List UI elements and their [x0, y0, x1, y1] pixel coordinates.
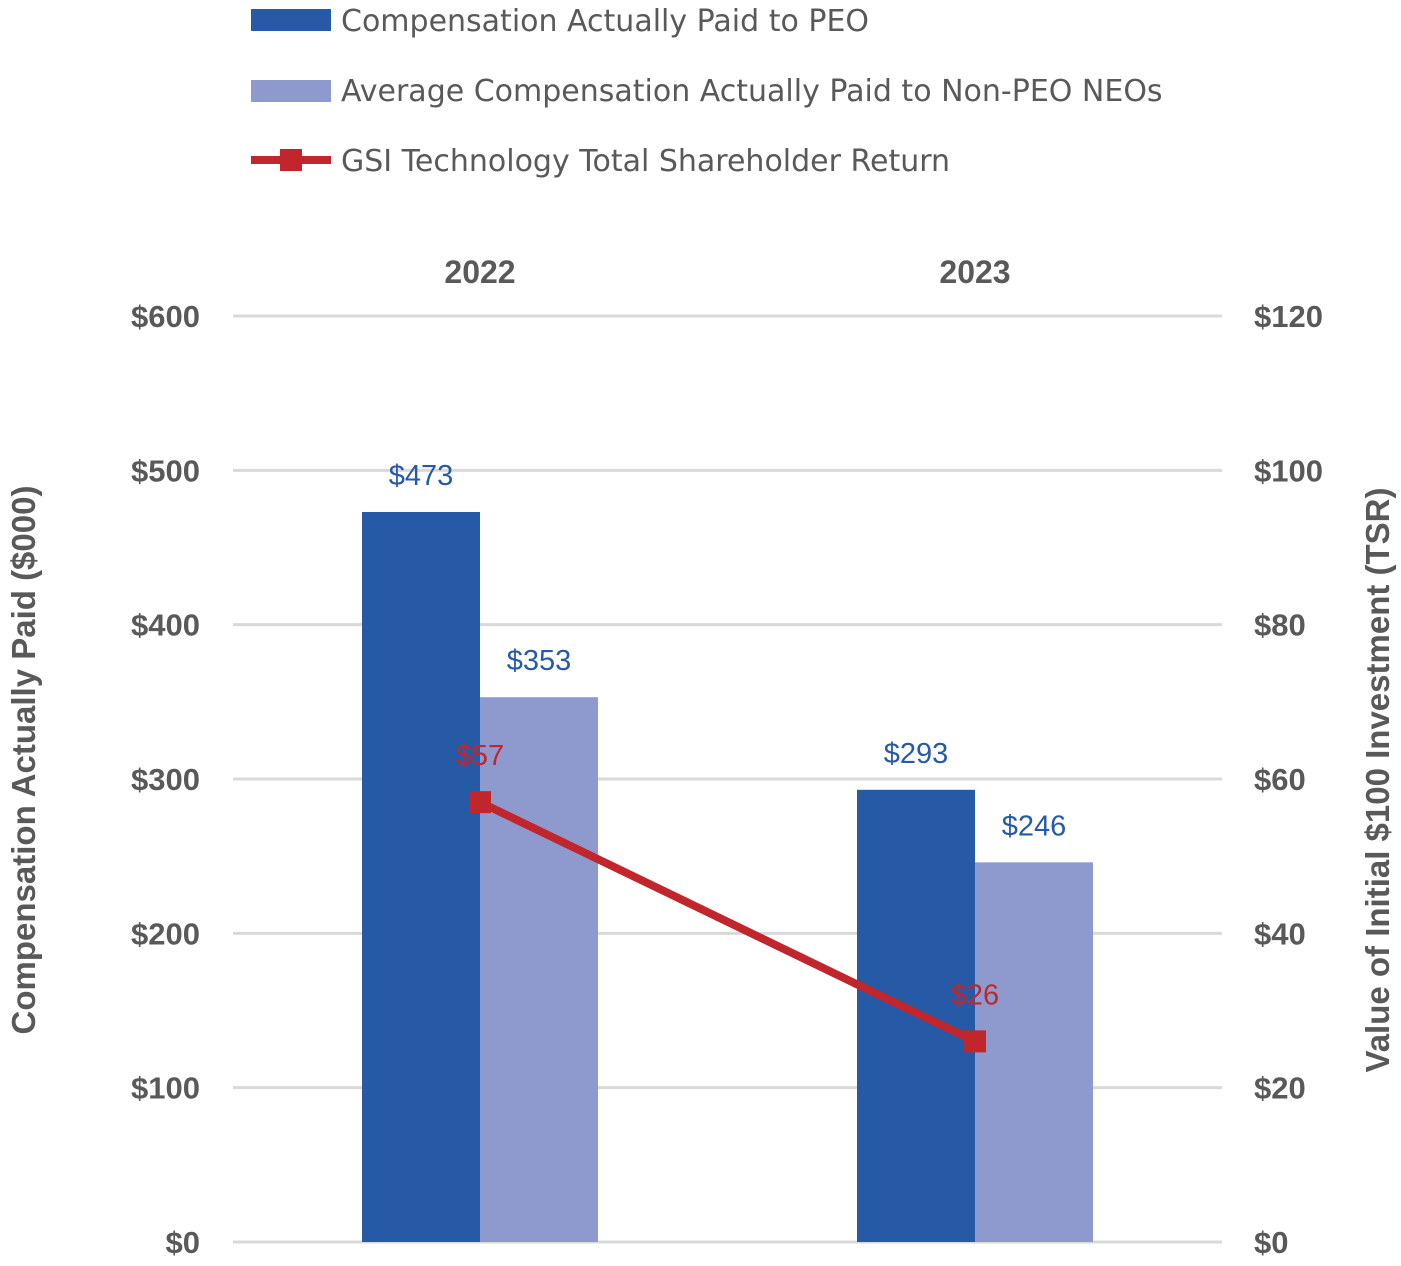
left-tick-label: $200 — [131, 916, 200, 951]
bar-value-label: $246 — [1002, 810, 1067, 842]
left-tick-label: $500 — [131, 453, 200, 488]
right-axis-title: Value of Initial $100 Investment (TSR) — [1359, 488, 1396, 1073]
legend-item-tsr: GSI Technology Total Shareholder Return — [251, 144, 950, 179]
legend-item-neo: Average Compensation Actually Paid to No… — [251, 74, 1163, 109]
tsr-value-label: $26 — [951, 979, 999, 1011]
bar-neo — [975, 862, 1093, 1242]
category-labels: 2022 2023 — [444, 254, 1010, 290]
category-label: 2023 — [939, 254, 1010, 290]
bar-neo — [480, 697, 598, 1242]
legend: Compensation Actually Paid to PEO Averag… — [251, 4, 1163, 179]
left-tick-label: $100 — [131, 1071, 200, 1106]
legend-marker-tsr — [280, 149, 302, 171]
right-tick-label: $40 — [1254, 916, 1306, 951]
legend-swatch-peo — [251, 9, 331, 31]
bar-value-labels: $473 $353 $293 $246 — [389, 460, 1067, 842]
left-axis-ticks: $0 $100 $200 $300 $400 $500 $600 — [131, 299, 200, 1260]
category-label: 2022 — [444, 254, 515, 290]
left-tick-label: $0 — [166, 1225, 200, 1260]
legend-label-neo: Average Compensation Actually Paid to No… — [341, 74, 1163, 109]
right-tick-label: $120 — [1254, 299, 1323, 334]
bar-value-label: $293 — [884, 738, 949, 770]
tsr-marker — [469, 791, 491, 814]
bar-value-label: $473 — [389, 460, 454, 492]
tsr-marker — [964, 1030, 986, 1053]
tsr-value-label: $57 — [456, 740, 504, 772]
tsr-line — [478, 798, 977, 1045]
bar-value-label: $353 — [507, 645, 572, 677]
bar-peo — [362, 512, 480, 1242]
right-axis-ticks: $0 $20 $40 $60 $80 $100 $120 — [1254, 299, 1323, 1260]
right-tick-label: $80 — [1254, 608, 1306, 643]
right-tick-label: $100 — [1254, 453, 1323, 488]
legend-label-tsr: GSI Technology Total Shareholder Return — [341, 144, 950, 179]
right-tick-label: $60 — [1254, 762, 1306, 797]
left-tick-label: $400 — [131, 608, 200, 643]
bars — [362, 512, 1093, 1242]
left-tick-label: $300 — [131, 762, 200, 797]
tsr-line-series: $57 $26 — [456, 740, 999, 1053]
left-axis-title: Compensation Actually Paid ($000) — [5, 486, 42, 1035]
right-tick-label: $0 — [1254, 1225, 1288, 1260]
legend-item-peo: Compensation Actually Paid to PEO — [251, 4, 869, 39]
legend-label-peo: Compensation Actually Paid to PEO — [341, 4, 869, 39]
right-tick-label: $20 — [1254, 1071, 1306, 1106]
left-tick-label: $600 — [131, 299, 200, 334]
legend-swatch-neo — [251, 80, 331, 102]
